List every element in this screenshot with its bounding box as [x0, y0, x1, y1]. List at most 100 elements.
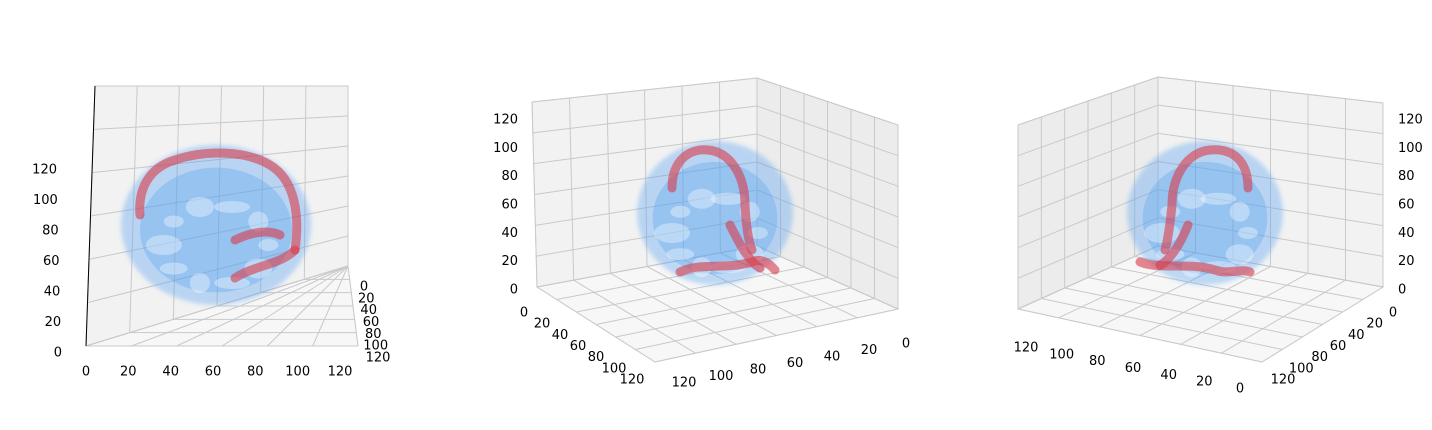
gridline: [1017, 104, 1159, 157]
gridline: [1157, 104, 1384, 135]
y-tick-label: 60: [570, 339, 587, 354]
z-tick-label: 20: [1398, 254, 1415, 269]
skull-texture: [670, 205, 691, 218]
z-tick-label: 120: [493, 113, 518, 128]
volume-render: [1127, 141, 1283, 285]
gridline: [756, 105, 899, 157]
subplot-2: 0204060801001200204060801001200204060801…: [493, 77, 910, 391]
y-tick-label: 20: [1366, 317, 1383, 332]
skull-texture: [248, 211, 269, 232]
y-tick-label: 120: [620, 373, 645, 388]
skull-texture: [1229, 201, 1250, 222]
y-tick-label: 120: [366, 351, 391, 366]
x-tick-label: 120: [328, 365, 353, 380]
y-tick-label: 80: [365, 327, 382, 342]
y-tick-label: 100: [363, 339, 388, 354]
z-tick-label: 120: [1398, 113, 1423, 128]
gridline: [654, 308, 899, 363]
z-tick-label: 40: [44, 285, 61, 300]
z-tick-label: 0: [1398, 283, 1406, 298]
skull-texture: [687, 188, 716, 209]
z-tick-label: 0: [510, 283, 518, 298]
x-tick-label: 100: [1049, 347, 1074, 362]
gridline: [756, 77, 899, 126]
x-tick-label: 60: [1125, 361, 1142, 376]
gridline: [1261, 286, 1384, 363]
z-tick-label: 120: [32, 163, 57, 178]
z-tick-label: 40: [1398, 226, 1415, 241]
y-tick-label: 0: [1389, 306, 1397, 321]
gridline: [1017, 76, 1159, 126]
skull-texture: [747, 227, 768, 239]
x-tick-label: 120: [672, 376, 697, 391]
skull-surface-inner: [140, 167, 292, 293]
y-tick-label: 0: [360, 280, 368, 295]
skull-texture: [710, 192, 747, 205]
x-tick-label: 120: [1014, 341, 1039, 356]
skull-texture: [258, 239, 279, 251]
x-tick-label: 40: [162, 365, 179, 380]
z-tick-label: 100: [1398, 141, 1423, 156]
z-tick-label: 80: [501, 169, 518, 184]
skull-texture: [666, 248, 695, 261]
gridline: [531, 77, 758, 103]
y-tick-label: 100: [1289, 361, 1314, 376]
x-tick-label: 100: [709, 369, 734, 384]
gridline: [756, 245, 899, 310]
x-tick-label: 40: [1160, 368, 1177, 383]
z-tick-label: 20: [45, 315, 62, 330]
gridline: [93, 115, 349, 130]
sinus-vessel: [725, 220, 765, 273]
x-tick-label: 40: [824, 350, 841, 365]
x-tick-label: 80: [750, 363, 767, 378]
y-tick-label: 60: [363, 315, 380, 330]
y-tick-label: 20: [358, 291, 375, 306]
gridline: [635, 298, 875, 350]
skull-texture: [214, 201, 251, 213]
volume-render: [637, 141, 793, 285]
skull-texture: [185, 197, 214, 217]
y-tick-label: 80: [1311, 350, 1328, 365]
gridline: [1157, 76, 1384, 104]
x-tick-label: 20: [120, 365, 137, 380]
z-tick-label: 60: [501, 198, 518, 213]
sinus-vessel: [230, 227, 285, 245]
sinus-vessel: [135, 148, 302, 255]
y-tick-label: 100: [602, 361, 627, 376]
gridline: [1221, 279, 1346, 354]
subplot-3: 0204060801001200204060801001200204060801…: [1014, 76, 1423, 397]
y-tick-label: 20: [534, 317, 551, 332]
skull-texture: [163, 215, 184, 228]
skull-texture: [145, 235, 182, 255]
z-tick-label: 60: [43, 254, 60, 269]
axis-line: [85, 85, 96, 347]
skull-texture: [1144, 223, 1181, 243]
x-tick-label: 60: [205, 365, 222, 380]
skull-texture: [1225, 244, 1254, 265]
sinus-vessel: [1155, 220, 1193, 270]
skull-texture: [1177, 188, 1206, 209]
x-tick-label: 80: [247, 365, 264, 380]
x-tick-label: 0: [1236, 382, 1244, 397]
y-tick-label: 80: [588, 350, 605, 365]
z-tick-label: 100: [33, 193, 58, 208]
x-tick-label: 0: [902, 337, 910, 352]
x-tick-label: 80: [1089, 354, 1106, 369]
z-tick-label: 0: [54, 346, 62, 361]
skull-texture: [214, 277, 251, 289]
x-tick-label: 60: [787, 356, 804, 371]
gridline: [347, 265, 359, 347]
skull-texture: [189, 273, 210, 293]
y-tick-label: 60: [1330, 339, 1347, 354]
z-tick-label: 40: [501, 226, 518, 241]
sinus-vessel: [667, 145, 757, 255]
z-tick-label: 60: [1398, 198, 1415, 213]
y-tick-label: 40: [1348, 328, 1365, 343]
z-tick-label: 80: [42, 224, 59, 239]
y-tick-label: 120: [1271, 373, 1296, 388]
skull-texture: [654, 223, 691, 243]
subplot-1: 0 20 40 60 80 100 1200204060801001200204060801…: [32, 85, 391, 380]
sinus-vessel: [230, 245, 300, 283]
sinus-vessel: [1160, 145, 1253, 255]
